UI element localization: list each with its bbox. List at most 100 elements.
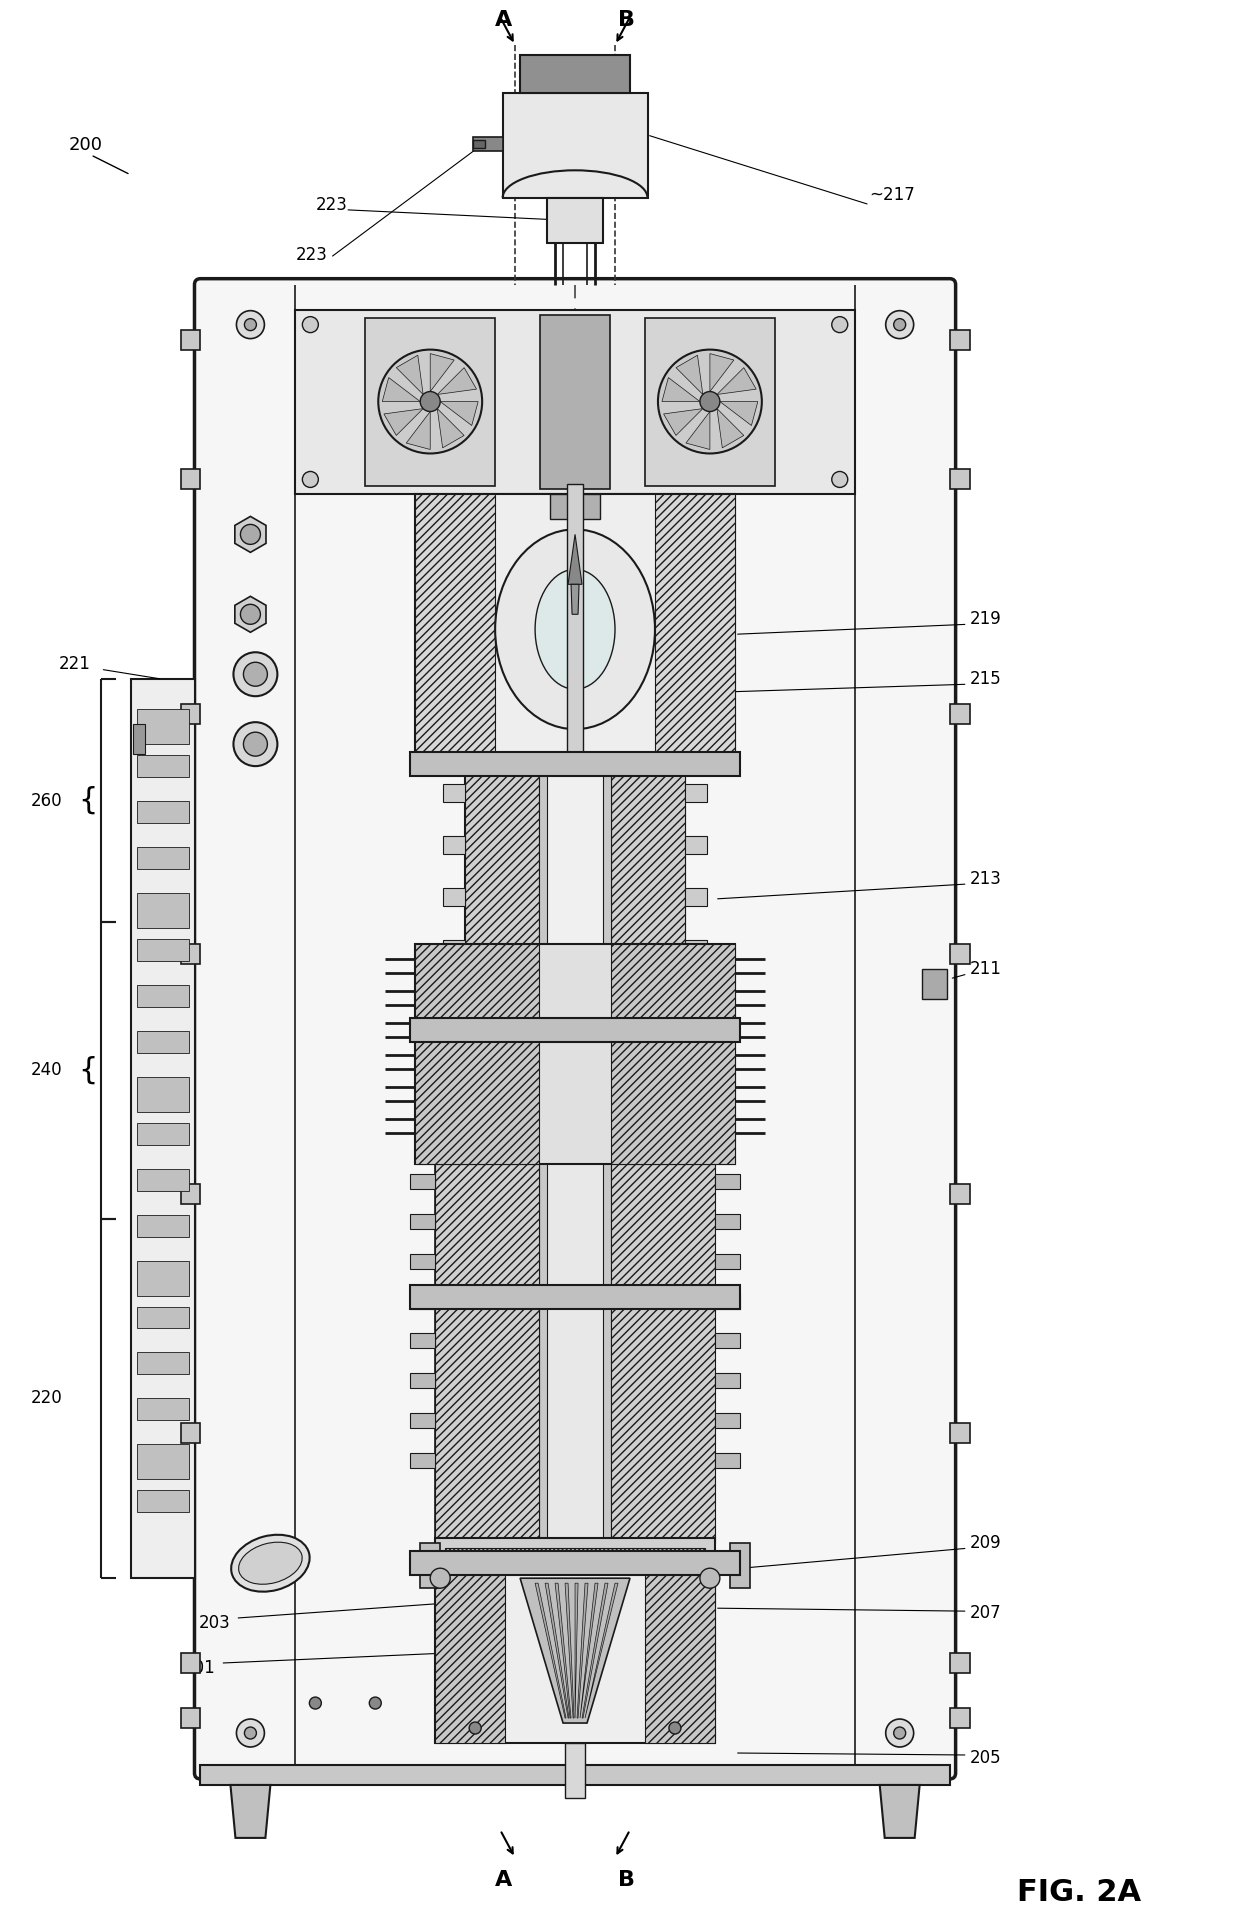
Bar bbox=[181, 329, 201, 350]
Bar bbox=[410, 1414, 435, 1428]
Bar bbox=[684, 992, 707, 1009]
Bar bbox=[410, 1254, 435, 1269]
Circle shape bbox=[894, 319, 905, 331]
Circle shape bbox=[885, 1720, 914, 1747]
Bar bbox=[684, 1149, 707, 1166]
Bar bbox=[551, 495, 600, 520]
Circle shape bbox=[309, 1697, 321, 1708]
Polygon shape bbox=[435, 1563, 505, 1743]
Circle shape bbox=[699, 392, 720, 411]
Bar bbox=[136, 938, 190, 961]
Bar bbox=[950, 1708, 970, 1728]
Bar bbox=[136, 1307, 190, 1328]
Bar bbox=[684, 1200, 707, 1217]
Bar bbox=[136, 847, 190, 870]
Bar bbox=[443, 835, 465, 854]
Circle shape bbox=[420, 392, 440, 411]
Polygon shape bbox=[415, 944, 539, 1164]
Bar bbox=[715, 1213, 740, 1229]
Polygon shape bbox=[580, 1582, 598, 1718]
Polygon shape bbox=[575, 1582, 578, 1718]
Circle shape bbox=[303, 472, 319, 487]
Bar bbox=[684, 1460, 707, 1477]
Polygon shape bbox=[397, 355, 423, 394]
Bar bbox=[565, 1743, 585, 1798]
Polygon shape bbox=[415, 495, 495, 764]
Text: 207: 207 bbox=[970, 1603, 1001, 1622]
Bar bbox=[130, 678, 196, 1578]
Text: B: B bbox=[619, 10, 635, 31]
Polygon shape bbox=[717, 367, 756, 394]
Bar bbox=[410, 753, 740, 776]
Bar bbox=[684, 940, 707, 957]
Circle shape bbox=[241, 524, 260, 545]
Bar bbox=[443, 1095, 465, 1114]
Circle shape bbox=[237, 1720, 264, 1747]
Ellipse shape bbox=[231, 1535, 310, 1592]
Bar bbox=[950, 944, 970, 963]
Text: 203: 203 bbox=[198, 1615, 231, 1632]
Bar bbox=[950, 329, 970, 350]
Polygon shape bbox=[231, 1785, 270, 1838]
Bar bbox=[730, 1544, 750, 1588]
Bar bbox=[645, 317, 775, 487]
Bar bbox=[443, 1355, 465, 1374]
Polygon shape bbox=[572, 585, 579, 613]
Text: 223: 223 bbox=[315, 195, 347, 214]
Polygon shape bbox=[720, 401, 758, 426]
Polygon shape bbox=[611, 1164, 715, 1544]
Bar bbox=[921, 969, 946, 999]
Bar bbox=[715, 1294, 740, 1309]
Text: ~217: ~217 bbox=[869, 185, 915, 204]
Text: {: { bbox=[78, 1055, 98, 1085]
Text: 260: 260 bbox=[31, 791, 63, 810]
Polygon shape bbox=[686, 411, 709, 449]
Bar bbox=[415, 495, 735, 764]
Circle shape bbox=[832, 317, 848, 333]
Bar bbox=[133, 724, 145, 755]
Circle shape bbox=[430, 1569, 450, 1588]
Bar bbox=[410, 1454, 435, 1468]
Circle shape bbox=[233, 652, 278, 696]
Text: 213: 213 bbox=[970, 870, 1002, 889]
Text: 220: 220 bbox=[31, 1389, 63, 1406]
Text: 200: 200 bbox=[68, 136, 103, 153]
Polygon shape bbox=[384, 409, 423, 436]
Polygon shape bbox=[520, 1578, 630, 1724]
Bar bbox=[136, 801, 190, 824]
Bar bbox=[503, 94, 649, 197]
Bar bbox=[950, 1653, 970, 1674]
Polygon shape bbox=[407, 411, 430, 449]
Polygon shape bbox=[663, 409, 703, 436]
Bar bbox=[435, 1164, 715, 1544]
Ellipse shape bbox=[238, 1542, 303, 1584]
Bar bbox=[950, 470, 970, 489]
Bar bbox=[603, 764, 611, 1563]
Bar bbox=[715, 1414, 740, 1428]
Bar bbox=[715, 1254, 740, 1269]
Bar bbox=[136, 1399, 190, 1420]
Polygon shape bbox=[645, 1563, 715, 1743]
Bar bbox=[136, 755, 190, 778]
Text: FIG. 2A: FIG. 2A bbox=[1017, 1879, 1142, 1907]
Polygon shape bbox=[879, 1785, 920, 1838]
Bar bbox=[950, 1183, 970, 1204]
Bar bbox=[136, 1170, 190, 1191]
Bar bbox=[950, 1424, 970, 1443]
Circle shape bbox=[244, 1728, 257, 1739]
Bar bbox=[410, 1213, 435, 1229]
Circle shape bbox=[303, 317, 319, 333]
Polygon shape bbox=[438, 409, 464, 447]
Bar bbox=[410, 1294, 435, 1309]
Text: 215: 215 bbox=[970, 671, 1002, 688]
Bar bbox=[136, 1261, 190, 1296]
Bar bbox=[181, 1183, 201, 1204]
Polygon shape bbox=[577, 1582, 588, 1718]
Polygon shape bbox=[465, 764, 539, 1563]
Bar bbox=[547, 197, 603, 243]
Text: 223: 223 bbox=[295, 247, 327, 264]
Circle shape bbox=[233, 722, 278, 766]
Polygon shape bbox=[611, 764, 684, 1563]
Circle shape bbox=[237, 311, 264, 338]
Bar bbox=[181, 1424, 201, 1443]
